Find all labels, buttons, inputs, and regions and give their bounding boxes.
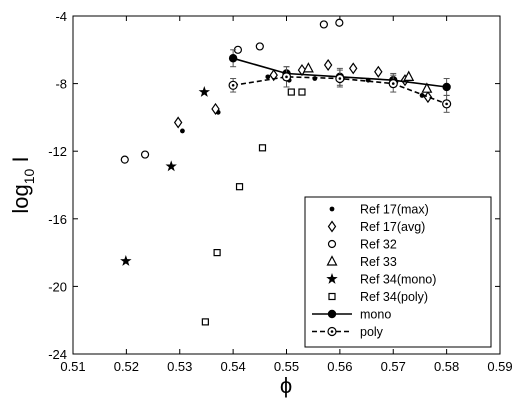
y-tick-label: -4 — [55, 9, 67, 24]
data-point — [298, 88, 306, 96]
series-ref-32 — [120, 18, 344, 164]
data-point — [374, 65, 383, 78]
series-ref-33 — [302, 62, 433, 93]
data-point — [323, 58, 333, 72]
data-point — [173, 116, 183, 129]
y-axis-title: log10 I — [8, 156, 37, 213]
series-layer — [120, 18, 452, 326]
x-tick-label: 0.59 — [487, 359, 512, 374]
data-point — [228, 80, 238, 90]
data-point — [198, 86, 211, 97]
data-point — [335, 73, 345, 84]
data-point — [335, 18, 344, 27]
legend-entry: mono — [312, 308, 391, 322]
data-point — [265, 74, 271, 80]
legend-label: Ref 34(mono) — [360, 273, 436, 287]
legend-marker — [326, 273, 338, 284]
x-tick-label: 0.54 — [220, 359, 245, 374]
data-point — [120, 255, 132, 266]
data-point — [421, 82, 433, 93]
data-point — [302, 62, 314, 73]
data-point — [281, 72, 292, 82]
legend-marker — [329, 206, 335, 212]
y-tick-label: -12 — [48, 144, 67, 159]
legend-entry: Ref 34(mono) — [326, 273, 436, 287]
x-axis-title: ϕ — [280, 373, 292, 398]
data-point — [348, 62, 358, 75]
legend-entry: Ref 17(max) — [329, 203, 429, 217]
y-axis-title-main: log — [8, 184, 33, 213]
legend-marker — [326, 255, 338, 266]
legend-entry: Ref 34(poly) — [328, 290, 428, 304]
data-point — [287, 88, 295, 96]
data-point — [228, 54, 238, 63]
series-ref-34-poly — [201, 88, 306, 326]
data-point — [180, 128, 185, 134]
legend-label: Ref 33 — [360, 255, 397, 269]
legend-marker — [328, 292, 336, 301]
legend-label: Ref 17(avg) — [360, 220, 425, 234]
data-point — [442, 99, 452, 109]
x-tick-label: 0.51 — [60, 359, 85, 374]
legend-label: Ref 17(max) — [360, 203, 429, 217]
data-point — [255, 42, 264, 51]
data-point — [319, 20, 328, 29]
y-tick-label: -8 — [55, 77, 67, 92]
series-ref-34-mono — [120, 86, 211, 266]
data-point — [388, 78, 398, 89]
x-tick-label: 0.58 — [434, 359, 459, 374]
data-point — [258, 144, 267, 152]
y-tick-label: -16 — [48, 212, 67, 227]
x-tick-label: 0.53 — [167, 359, 192, 374]
legend-label: mono — [360, 308, 391, 322]
x-tick-label: 0.56 — [327, 359, 352, 374]
legend-marker — [327, 326, 337, 337]
y-tick-label: -24 — [48, 347, 67, 362]
legend-entry: Ref 33 — [326, 255, 397, 269]
legend-marker — [327, 220, 337, 233]
x-tick-label: 0.55 — [274, 359, 299, 374]
y-axis-title-tail: I — [8, 156, 33, 168]
legend-entry: Ref 32 — [327, 238, 397, 252]
legend-marker — [327, 309, 337, 319]
data-point — [165, 160, 177, 172]
legend-label: poly — [360, 325, 384, 339]
data-point — [120, 155, 129, 164]
x-tick-label: 0.57 — [381, 359, 406, 374]
legend-label: Ref 34(poly) — [360, 290, 428, 304]
data-point — [269, 69, 278, 82]
data-point — [140, 150, 150, 159]
data-point — [213, 249, 221, 257]
axis-ticks: 0.51 0.52 0.53 0.54 0.55 0.56 0.57 0.58 0.59 -24 -… — [48, 9, 512, 374]
legend-marker — [327, 239, 337, 249]
legend-label: Ref 32 — [360, 238, 397, 252]
data-point — [442, 82, 451, 92]
series-poly — [228, 66, 452, 113]
data-point — [211, 102, 220, 115]
y-tick-label: -20 — [48, 279, 67, 294]
legend-entry: Ref 17(avg) — [327, 220, 425, 234]
data-point — [235, 183, 244, 191]
legend: Ref 17(max) Ref 17(avg) Ref 32 Ref 33 Ref 34… — [304, 196, 492, 348]
legend-box — [304, 196, 492, 348]
y-axis-title-subscript: 10 — [21, 168, 37, 184]
x-tick-label: 0.52 — [114, 359, 139, 374]
data-point — [201, 318, 209, 326]
data-point — [403, 70, 415, 81]
legend-entry: poly — [312, 325, 384, 339]
